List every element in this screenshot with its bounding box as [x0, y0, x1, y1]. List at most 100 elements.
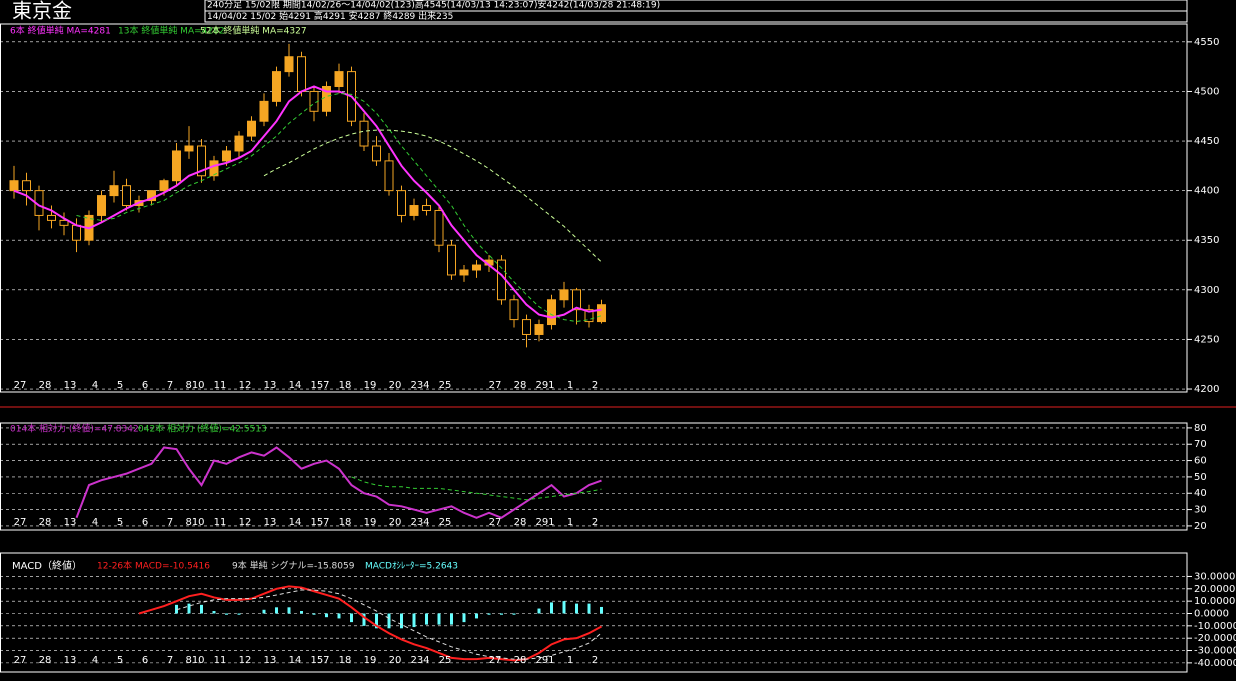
series-line: [13, 85, 602, 319]
oscillator-bar: [475, 613, 478, 619]
legend-entry: 52本 終値単純 MA=4327: [200, 25, 307, 37]
y-tick-label: 20: [1194, 521, 1207, 532]
x-tick-label: 12: [239, 380, 252, 391]
oscillator-bar: [400, 613, 403, 629]
series-line: [138, 585, 602, 662]
x-tick-label: 19: [364, 655, 377, 666]
candle-body: [222, 150, 231, 162]
oscillator-bar: [550, 602, 553, 614]
candle-body: [522, 319, 531, 335]
candle-body: [59, 219, 69, 226]
candle-body: [422, 205, 431, 211]
y-tick-label: 4350: [1194, 235, 1219, 246]
candle-body: [109, 185, 119, 197]
y-tick-label: 4450: [1194, 136, 1219, 147]
x-tick-label: 11: [214, 517, 227, 528]
candle-body: [184, 145, 194, 152]
x-tick-label: 810: [185, 517, 204, 528]
candle-body: [409, 205, 419, 216]
x-tick-label: 234: [410, 380, 429, 391]
panel-title: MACD（終値）: [12, 559, 82, 572]
oscillator-bar: [225, 613, 228, 615]
x-tick-label: 157: [310, 655, 329, 666]
header-line: 14/04/02 15/02 始4291 高4291 安4287 終4289 出…: [207, 10, 453, 22]
oscillator-bar: [537, 608, 541, 614]
x-tick-label: 14: [289, 380, 302, 391]
legend-entry: 9本 単純 シグナル=-15.8059: [232, 560, 355, 572]
x-tick-label: 6: [142, 380, 148, 391]
x-tick-label: 157: [310, 517, 329, 528]
oscillator-bar: [587, 603, 591, 614]
candle-body: [384, 160, 394, 192]
candle-body: [334, 71, 344, 87]
x-tick-label: 291: [535, 380, 554, 391]
candle-body: [22, 180, 31, 192]
oscillator-bar: [312, 613, 316, 615]
x-tick-label: 7: [167, 655, 173, 666]
oscillator-bar: [500, 613, 503, 615]
x-tick-label: 6: [142, 655, 148, 666]
x-tick-label: 13: [264, 517, 277, 528]
x-tick-label: 20: [389, 380, 402, 391]
oscillator-bar: [350, 613, 353, 623]
candle-body: [359, 120, 369, 147]
oscillator-bar: [562, 601, 566, 614]
x-tick-label: 13: [64, 380, 77, 391]
x-tick-label: 7: [167, 380, 173, 391]
legend-entry: 042本 相対力 (終値)=42.5513: [138, 423, 267, 435]
candle-body: [72, 224, 81, 241]
x-tick-label: 810: [185, 380, 204, 391]
oscillator-bar: [337, 613, 341, 619]
x-tick-label: 13: [264, 655, 277, 666]
x-tick-label: 20: [389, 517, 402, 528]
oscillator-bar: [325, 613, 328, 618]
legend-entry: 13本 終値単純 MA=4282: [118, 25, 225, 37]
x-tick-label: 18: [339, 380, 352, 391]
x-tick-label: 13: [64, 517, 77, 528]
candle-body: [247, 120, 256, 137]
y-tick-label: 40: [1194, 488, 1207, 499]
x-tick-label: 13: [64, 655, 77, 666]
x-tick-label: 6: [142, 517, 148, 528]
x-tick-label: 12: [239, 655, 252, 666]
series-line: [75, 446, 602, 519]
y-tick-label: 4250: [1194, 334, 1219, 345]
oscillator-bar: [575, 603, 578, 614]
series-line: [76, 92, 602, 323]
candle-body: [497, 259, 506, 301]
oscillator-bar: [275, 607, 278, 614]
y-tick-label: 4200: [1194, 384, 1219, 395]
candle-body: [547, 299, 556, 326]
candle-body: [234, 135, 244, 152]
x-tick-label: 291: [535, 655, 554, 666]
x-tick-label: 28: [39, 655, 52, 666]
x-tick-label: 28: [514, 517, 527, 528]
x-tick-label: 2: [592, 655, 598, 666]
candle-body: [584, 309, 594, 323]
legend-entry: 12-26本 MACD=-10.5416: [97, 560, 210, 572]
x-tick-label: 14: [289, 655, 302, 666]
y-tick-label: 0.0000: [1194, 608, 1229, 619]
candle-body: [534, 324, 544, 335]
x-tick-label: 157: [310, 380, 329, 391]
x-tick-label: 25: [439, 517, 452, 528]
x-tick-label: 1: [567, 517, 573, 528]
x-tick-label: 11: [214, 655, 227, 666]
candle-body: [47, 214, 56, 221]
candle-body: [272, 71, 281, 102]
x-tick-label: 234: [410, 517, 429, 528]
x-tick-label: 27: [14, 517, 27, 528]
x-tick-label: 27: [489, 380, 502, 391]
x-tick-label: 4: [92, 380, 98, 391]
x-tick-label: 19: [364, 380, 377, 391]
x-tick-label: 4: [92, 517, 98, 528]
series-line: [263, 129, 602, 263]
x-tick-label: 5: [117, 380, 123, 391]
x-tick-label: 25: [439, 655, 452, 666]
candle-body: [572, 289, 581, 311]
candle-body: [297, 56, 306, 92]
oscillator-bar: [437, 613, 441, 625]
y-tick-label: 60: [1194, 456, 1207, 467]
candle-body: [509, 299, 519, 321]
candle-body: [559, 289, 569, 301]
